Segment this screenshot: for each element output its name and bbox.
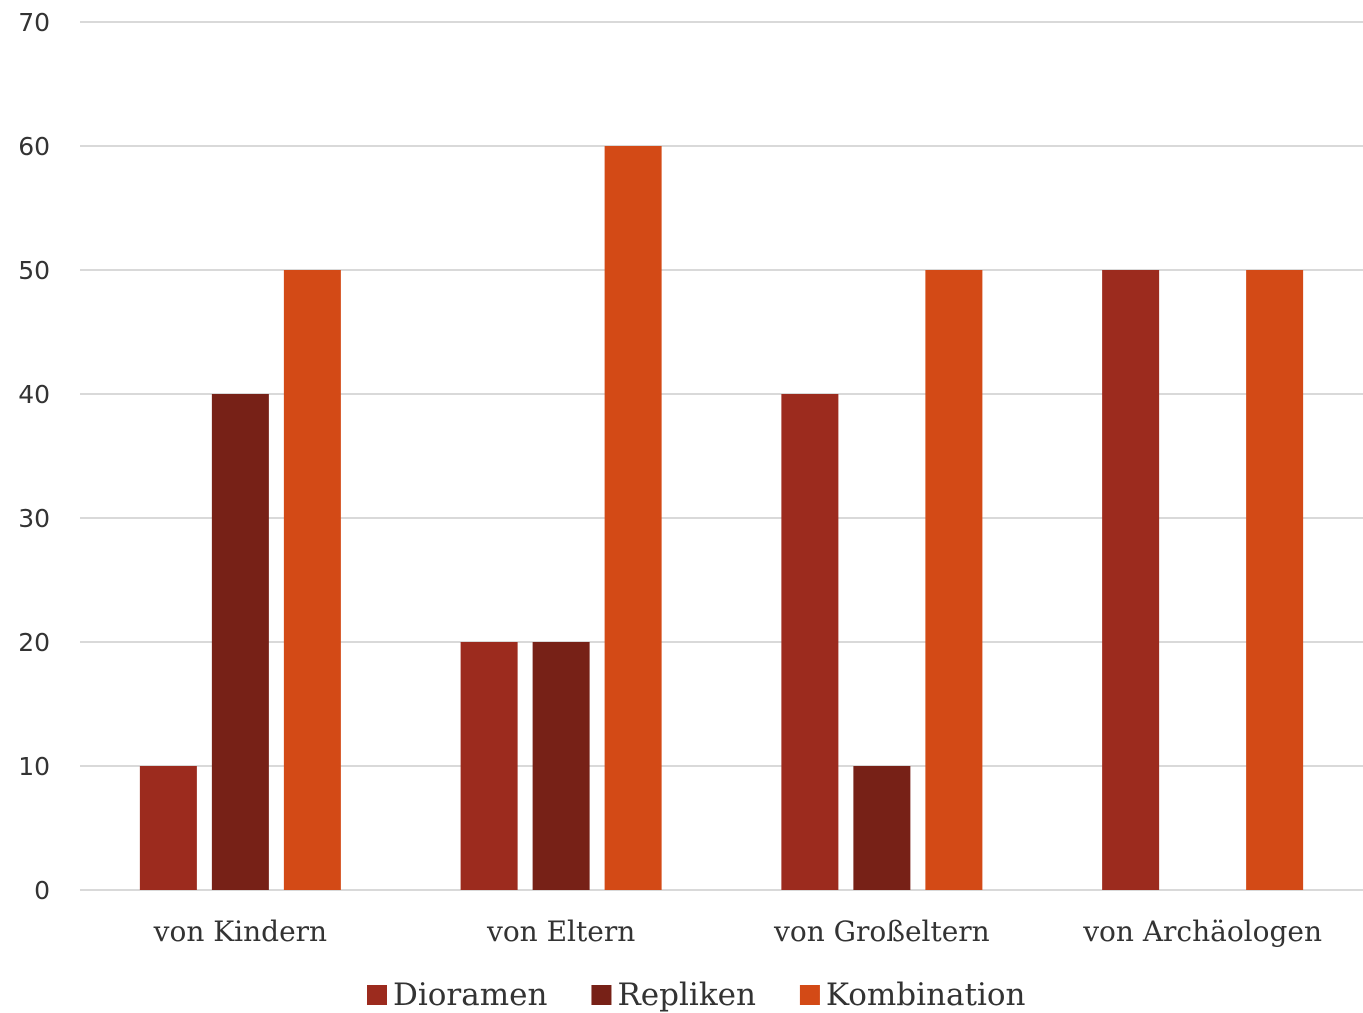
y-tick-label: 20 bbox=[18, 628, 50, 657]
bar-dioramen-1 bbox=[139, 766, 197, 890]
y-axis: 0 10 20 30 40 50 60 70 bbox=[18, 8, 50, 905]
x-axis: von Kindern von Eltern von Großeltern von A… bbox=[153, 915, 1322, 948]
legend-label-dioramen: Dioramen bbox=[393, 977, 547, 1013]
legend-swatch-dioramen bbox=[367, 985, 387, 1005]
legend-swatch-repliken bbox=[591, 985, 612, 1005]
bar-kombination-2 bbox=[604, 146, 662, 890]
y-tick-label: 30 bbox=[18, 504, 50, 533]
bar-dioramen-2 bbox=[460, 642, 518, 890]
bar-repliken-1 bbox=[211, 394, 269, 890]
y-tick-label: 70 bbox=[18, 8, 50, 37]
legend-swatch-kombination bbox=[799, 985, 820, 1005]
y-tick-label: 50 bbox=[18, 256, 50, 285]
bar-dioramen-4 bbox=[1102, 270, 1160, 890]
y-tick-label: 60 bbox=[18, 132, 50, 161]
bar-kombination-1 bbox=[283, 270, 341, 890]
bar-dioramen-3 bbox=[781, 394, 839, 890]
bars bbox=[139, 146, 1304, 890]
legend-label-repliken: Repliken bbox=[617, 977, 755, 1013]
gridlines bbox=[80, 21, 1363, 891]
bar-kombination-4 bbox=[1246, 270, 1304, 890]
y-tick-label: 10 bbox=[18, 752, 50, 781]
bar-kombination-3 bbox=[925, 270, 983, 890]
x-tick-label: von Archäologen bbox=[1082, 915, 1322, 948]
bar-repliken-2 bbox=[532, 642, 590, 890]
x-tick-label: von Eltern bbox=[486, 915, 635, 948]
bar-repliken-3 bbox=[853, 766, 911, 890]
legend-label-kombination: Kombination bbox=[826, 977, 1026, 1013]
x-tick-label: von Kindern bbox=[153, 915, 327, 948]
y-tick-label: 40 bbox=[18, 380, 50, 409]
legend: Dioramen Repliken Kombination bbox=[367, 977, 1026, 1013]
x-tick-label: von Großeltern bbox=[773, 915, 990, 948]
y-tick-label: 0 bbox=[34, 876, 50, 905]
